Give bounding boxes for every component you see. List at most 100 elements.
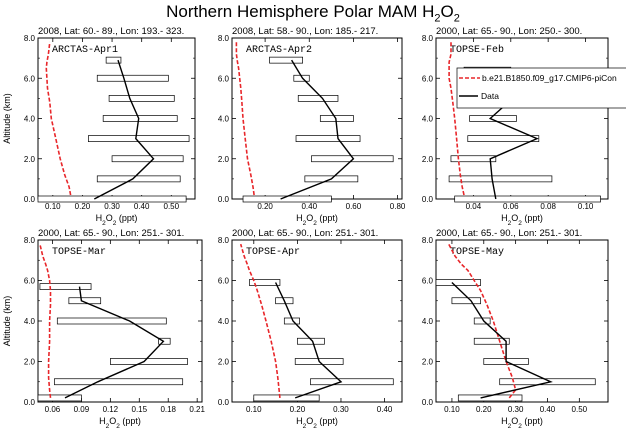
y-axis-label: Altitude (km) xyxy=(2,93,12,144)
legend-box xyxy=(456,67,626,109)
x-tick-label: 0.10 xyxy=(444,405,460,414)
y-tick-label: 4.0 xyxy=(218,115,230,124)
chart-panel-4: 2000, Lat: 65.- 90., Lon: 251.- 301. 0.0 2… xyxy=(2,228,206,430)
obs-range-box xyxy=(454,195,601,203)
y-tick-label: 6.0 xyxy=(422,277,434,286)
legend-model-label: b.e21.B1850.f09_g17.CMIP6-piCon xyxy=(482,73,617,83)
y-tick-label: 2.0 xyxy=(218,358,230,367)
obs-range-box xyxy=(451,297,481,305)
y-tick-label: 8.0 xyxy=(422,34,434,43)
y-tick-label: 2.0 xyxy=(422,155,434,164)
panel-header: 2000, Lat: 65.- 90., Lon: 251.- 301. xyxy=(38,228,184,239)
campaign-label: TOPSE-May xyxy=(450,247,504,258)
figure-title-text: Northern Hemisphere Polar MAM H xyxy=(166,2,435,21)
x-tick-label: 0.40 xyxy=(377,405,393,414)
x-tick-label: 0.30 xyxy=(508,405,524,414)
chart-panel-3: 2000, Lat: 65.- 90., Lon: 250.- 300. 0.0 2… xyxy=(422,26,626,227)
model-line xyxy=(39,243,52,398)
x-tick-label: 0.06 xyxy=(503,202,519,211)
y-tick-label: 4.0 xyxy=(422,115,434,124)
x-axis-label: H2O2 (ppt) xyxy=(501,213,543,227)
x-tick-label: 0.80 xyxy=(390,202,406,211)
obs-range-box xyxy=(311,155,394,163)
x-tick-label: 0.09 xyxy=(74,405,90,414)
y-tick-label: 6.0 xyxy=(422,74,434,83)
x-tick-label: 0.20 xyxy=(476,405,492,414)
legend: b.e21.B1850.f09_g17.CMIP6-piCon Data xyxy=(456,67,626,109)
obs-line xyxy=(280,59,355,200)
x-tick-label: 0.40 xyxy=(301,202,317,211)
x-tick-label: 0.40 xyxy=(540,405,556,414)
obs-range-box xyxy=(473,337,510,345)
panel-header: 2008, Lat: 60.- 89., Lon: 193.- 323. xyxy=(38,26,184,37)
campaign-label: TOPSE-Feb xyxy=(450,44,504,56)
x-tick-label: 0.10 xyxy=(45,202,61,211)
model-line xyxy=(239,243,281,398)
obs-range-box xyxy=(249,279,281,286)
obs-range-box xyxy=(295,135,361,142)
obs-range-box xyxy=(37,195,187,203)
figure-title-tail: O xyxy=(440,2,454,21)
y-tick-label: 8.0 xyxy=(218,34,230,43)
y-tick-label: 8.0 xyxy=(422,236,434,245)
chart-panel-5: 2000, Lat: 65.- 90., Lon: 251.- 301. 0.0 2… xyxy=(218,228,403,430)
obs-range-box xyxy=(467,135,540,142)
y-tick-label: 4.0 xyxy=(218,317,230,326)
x-tick-label: 0.12 xyxy=(103,405,119,414)
obs-range-box xyxy=(457,394,523,402)
chart-panel-2: 2008, Lat: 58.- 90., Lon: 185.- 217. 0.0 2… xyxy=(218,26,406,227)
x-tick-label: 0.20 xyxy=(75,202,91,211)
x-tick-label: 0.30 xyxy=(333,405,349,414)
obs-range-box xyxy=(111,155,184,163)
x-tick-label: 0.20 xyxy=(257,202,273,211)
x-axis-label: H2O2 (ppt) xyxy=(296,416,338,430)
plot-frame xyxy=(435,239,609,403)
panel-header: 2000, Lat: 65.- 90., Lon: 251.- 301. xyxy=(436,228,582,239)
x-tick-label: 0.10 xyxy=(578,202,594,211)
y-tick-label: 0.0 xyxy=(24,195,36,204)
obs-range-box xyxy=(56,317,167,325)
obs-line xyxy=(64,286,165,399)
obs-range-box xyxy=(448,175,553,183)
obs-range-box xyxy=(105,56,122,64)
x-tick-label: 0.15 xyxy=(132,405,148,414)
campaign-label: ARCTAS-Apr1 xyxy=(52,45,118,56)
obs-range-box xyxy=(297,95,339,102)
figure-title: Northern Hemisphere Polar MAM H2O2 xyxy=(0,2,626,24)
y-tick-label: 8.0 xyxy=(218,236,230,245)
y-tick-label: 0.0 xyxy=(218,195,230,204)
obs-range-box xyxy=(450,155,497,163)
y-tick-label: 8.0 xyxy=(24,34,36,43)
obs-range-box xyxy=(435,279,481,286)
y-axis-label: Altitude (km) xyxy=(2,296,12,347)
y-tick-label: 0.0 xyxy=(218,398,230,407)
obs-range-box xyxy=(297,337,325,345)
panel-header: 2000, Lat: 65.- 90., Lon: 251.- 301. xyxy=(232,228,378,239)
model-line xyxy=(448,42,465,196)
y-tick-label: 0.0 xyxy=(422,195,434,204)
x-tick-label: 0.10 xyxy=(246,405,262,414)
obs-line xyxy=(274,282,343,399)
obs-range-box xyxy=(269,56,303,64)
obs-range-box xyxy=(88,135,190,142)
obs-range-box xyxy=(110,358,188,365)
obs-range-box xyxy=(310,378,394,386)
y-tick-label: 2.0 xyxy=(218,155,230,164)
obs-range-box xyxy=(37,394,82,402)
y-tick-label: 6.0 xyxy=(24,74,36,83)
y-tick-label: 6.0 xyxy=(24,277,36,286)
x-tick-label: 0.30 xyxy=(104,202,120,211)
x-axis-label: H2O2 (ppt) xyxy=(296,213,338,227)
x-tick-label: 0.60 xyxy=(346,202,362,211)
y-tick-label: 4.0 xyxy=(24,317,36,326)
model-line xyxy=(235,42,255,196)
panel-header: 2008, Lat: 58.- 90., Lon: 185.- 217. xyxy=(232,26,378,37)
y-tick-label: 6.0 xyxy=(218,277,230,286)
y-tick-label: 8.0 xyxy=(24,236,36,245)
plot-frame xyxy=(435,37,609,200)
y-tick-label: 2.0 xyxy=(422,358,434,367)
x-axis-label: H2O2 (ppt) xyxy=(99,416,141,430)
plot-frame xyxy=(231,37,403,200)
y-tick-label: 6.0 xyxy=(218,74,230,83)
